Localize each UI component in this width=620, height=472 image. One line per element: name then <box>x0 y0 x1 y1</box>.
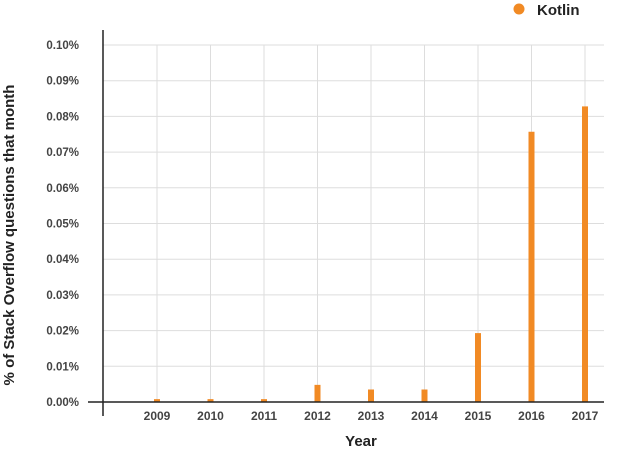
x-tick-label: 2009 <box>144 409 171 423</box>
y-axis-title: % of Stack Overflow questions that month <box>1 85 18 386</box>
y-tick-label: 0.09% <box>46 76 79 88</box>
y-tick-label: 0.10% <box>46 40 79 52</box>
x-tick-label: 2015 <box>465 409 492 423</box>
x-tick-label: 2012 <box>304 409 331 423</box>
legend-label-kotlin: Kotlin <box>537 2 580 19</box>
bar-kotlin-2012 <box>314 384 321 402</box>
y-tick-label: 0.04% <box>46 254 79 266</box>
y-tick-label: 0.07% <box>46 147 79 159</box>
y-tick-label: 0.02% <box>46 326 79 338</box>
y-tick-label: 0.00% <box>46 397 79 409</box>
bar-kotlin-2015 <box>475 333 481 402</box>
x-tick-label: 2017 <box>572 409 599 423</box>
y-tick-label: 0.03% <box>46 290 79 302</box>
y-tick-label: 0.01% <box>46 361 79 373</box>
x-tick-label: 2016 <box>518 409 545 423</box>
x-tick-label: 2011 <box>251 409 277 423</box>
y-tick-label: 0.08% <box>46 111 79 123</box>
legend-swatch-kotlin <box>513 3 525 15</box>
x-axis-title: Year <box>345 433 377 450</box>
x-tick-label: 2014 <box>411 409 438 423</box>
x-tick-label: 2013 <box>358 409 385 423</box>
bar-kotlin-2014 <box>421 389 428 402</box>
bar-kotlin-2013 <box>368 389 374 402</box>
bar-kotlin-2009 <box>154 399 160 402</box>
bar-kotlin-2011 <box>261 399 267 402</box>
bar-kotlin-2010 <box>207 399 214 402</box>
x-tick-label: 2010 <box>197 409 224 423</box>
bar-kotlin-2016 <box>528 131 535 402</box>
legend: Kotlin <box>513 2 580 19</box>
y-tick-label: 0.05% <box>46 219 79 231</box>
x-tick-labels: 2009 2010 2011 2012 2013 2014 2015 2016 2017 <box>144 409 599 423</box>
y-tick-label: 0.06% <box>46 183 79 195</box>
bars <box>154 106 588 403</box>
y-tick-labels: 0.00% 0.01% 0.02% 0.03% 0.04% 0.05% 0.06% 0.07%… <box>46 40 79 409</box>
bar-kotlin-2017 <box>582 106 588 403</box>
